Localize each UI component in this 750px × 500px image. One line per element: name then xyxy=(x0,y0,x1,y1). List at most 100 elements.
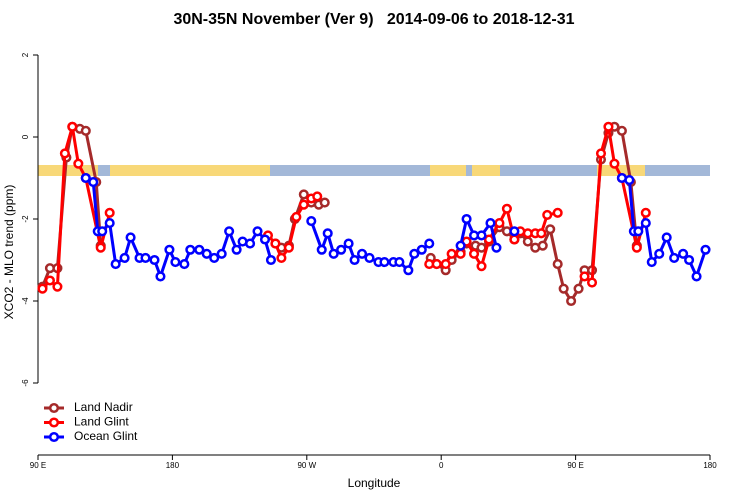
data-point xyxy=(104,218,115,229)
data-point xyxy=(461,213,472,225)
data-point xyxy=(155,271,166,282)
data-point xyxy=(558,283,569,294)
y-tick-label: 2 xyxy=(21,52,30,57)
data-point xyxy=(691,271,702,282)
y-tick-label: -6 xyxy=(21,379,30,387)
data-point xyxy=(209,252,220,264)
data-point xyxy=(298,189,309,200)
data-point xyxy=(669,252,680,264)
data-point xyxy=(80,125,91,136)
data-point xyxy=(566,295,577,307)
data-point xyxy=(80,172,91,184)
data-point xyxy=(312,191,323,202)
data-point xyxy=(349,254,360,266)
data-point xyxy=(140,252,151,264)
data-point xyxy=(440,259,451,270)
data-point xyxy=(379,257,390,268)
data-point xyxy=(603,121,614,132)
data-point xyxy=(110,259,121,270)
data-point xyxy=(119,252,130,264)
data-point xyxy=(328,248,339,259)
data-point xyxy=(104,207,115,218)
data-point xyxy=(485,218,496,229)
legend-label: Ocean Glint xyxy=(74,429,138,443)
data-point xyxy=(179,259,190,270)
data-point xyxy=(640,218,651,229)
data-point xyxy=(494,218,505,229)
data-point xyxy=(631,242,642,253)
data-point xyxy=(306,216,317,227)
data-point xyxy=(646,257,657,268)
data-point xyxy=(364,252,375,264)
data-point xyxy=(403,265,414,276)
data-point xyxy=(319,197,330,208)
data-point xyxy=(216,248,227,259)
data-point xyxy=(291,211,302,222)
data-point xyxy=(579,271,590,282)
data-point xyxy=(455,240,466,251)
data-point xyxy=(654,248,665,259)
legend-marker xyxy=(48,431,60,443)
data-point xyxy=(265,254,277,266)
data-point xyxy=(616,125,627,136)
data-point xyxy=(684,254,695,266)
data-point xyxy=(416,244,427,255)
land-ocean-strip xyxy=(38,165,710,176)
data-point xyxy=(283,242,294,253)
x-tick-label: 90 E xyxy=(567,461,583,470)
x-tick-label: 90 W xyxy=(297,461,316,470)
x-tick-label: 90 E xyxy=(30,461,46,470)
data-point xyxy=(542,209,553,220)
data-point xyxy=(661,232,672,243)
data-point xyxy=(624,175,635,186)
data-point xyxy=(455,248,466,259)
data-point xyxy=(224,226,235,237)
data-point xyxy=(476,230,487,241)
data-point xyxy=(201,248,212,259)
data-point xyxy=(52,281,63,292)
data-point xyxy=(536,228,547,239)
data-point xyxy=(509,234,520,245)
legend-label: Land Glint xyxy=(74,415,129,429)
data-point xyxy=(552,259,563,270)
data-point xyxy=(509,226,520,237)
data-point xyxy=(37,283,48,294)
data-point xyxy=(59,148,70,159)
data-point xyxy=(164,244,175,255)
data-point xyxy=(424,238,435,249)
data-point xyxy=(95,242,106,253)
legend-marker xyxy=(48,417,60,428)
data-point xyxy=(270,238,281,249)
data-point xyxy=(245,238,256,249)
y-axis-label: XCO2 - MLO trend (ppm) xyxy=(2,185,16,320)
data-point xyxy=(537,240,548,251)
data-point xyxy=(194,244,205,255)
data-point xyxy=(170,257,181,268)
data-point xyxy=(409,248,420,259)
data-point xyxy=(343,238,354,249)
data-point xyxy=(633,226,644,237)
x-tick-label: 180 xyxy=(166,461,180,470)
data-point xyxy=(469,248,480,259)
data-point xyxy=(336,244,347,255)
data-point xyxy=(552,207,563,218)
data-point xyxy=(88,177,99,188)
chart-title: 30N-35N November (Ver 9) 2014-09-06 to 2… xyxy=(173,11,574,28)
data-point xyxy=(491,242,502,253)
x-tick-label: 0 xyxy=(439,461,444,470)
data-point xyxy=(609,158,620,169)
data-point xyxy=(259,234,271,245)
data-point xyxy=(446,248,457,259)
data-point xyxy=(501,203,512,214)
data-point xyxy=(67,121,78,132)
data-point xyxy=(573,283,584,294)
data-point xyxy=(73,158,84,169)
data-point xyxy=(298,199,309,210)
legend-label: Land Nadir xyxy=(74,400,133,414)
data-point xyxy=(44,275,55,286)
data-point xyxy=(640,207,651,218)
data-point xyxy=(483,234,495,245)
y-tick-label: -2 xyxy=(21,215,30,223)
data-point xyxy=(322,228,333,239)
